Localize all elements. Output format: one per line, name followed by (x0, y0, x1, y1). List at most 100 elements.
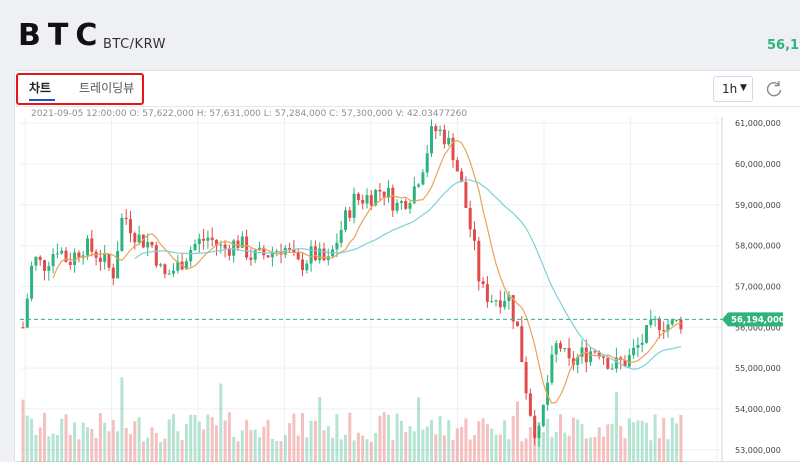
candle-body (614, 357, 618, 369)
candle-body (159, 264, 163, 266)
ohlc-close: C: 57,300,000 (329, 109, 393, 119)
candle-body (172, 270, 175, 274)
candle-body (146, 241, 150, 248)
moving-average-short (52, 139, 681, 404)
candle-body (541, 404, 545, 426)
volume-bar (554, 431, 558, 462)
volume-bar (73, 422, 77, 462)
candle-body (305, 263, 309, 271)
last-price-label: 56,194,000 (731, 315, 785, 325)
volume-bar (262, 426, 266, 462)
reset-chart-button[interactable] (761, 76, 787, 102)
interval-dropdown[interactable]: 1h ▼ (713, 76, 753, 102)
volume-bar (184, 423, 188, 462)
candle-body (184, 261, 188, 270)
candle-body (399, 201, 403, 203)
candle-body (245, 236, 249, 258)
candle-body (468, 207, 472, 230)
volume-bar (507, 439, 511, 462)
volume-bar (666, 439, 670, 462)
volume-bar (477, 421, 481, 462)
volume-bar (537, 422, 541, 462)
volume-bar (614, 391, 618, 462)
candle-body (520, 326, 524, 363)
candle-body (460, 171, 464, 183)
volume-bar (468, 439, 472, 462)
candle-body (141, 234, 145, 248)
tab-tradingview[interactable]: 트레이딩뷰 (79, 81, 135, 95)
volume-bar (559, 414, 562, 462)
caret-down-icon: ▼ (740, 83, 747, 93)
candle-body (537, 425, 541, 439)
last-price-tag (722, 312, 783, 327)
volume-bar (141, 441, 145, 462)
candle-body (163, 264, 167, 275)
candle-body (610, 368, 614, 370)
candle-body (597, 351, 601, 357)
candle-body (301, 259, 304, 271)
ohlc-time: 2021-09-05 12:00:00 (31, 109, 127, 119)
volume-bar (301, 413, 304, 462)
candle-body (369, 195, 373, 206)
candle-body (477, 240, 481, 282)
candle-body (602, 356, 605, 358)
volume-bar (391, 440, 395, 462)
volume-bar (90, 428, 94, 462)
candle-body (404, 201, 408, 209)
candle-body (679, 319, 683, 330)
candle-body (219, 244, 223, 246)
volume-bar (150, 427, 154, 462)
volume-bar (219, 383, 223, 462)
candle-body (580, 347, 584, 357)
ohlc-low: L: 57,284,000 (263, 109, 327, 119)
volume-bar (567, 435, 571, 462)
ohlc-open: O: 57,622,000 (129, 109, 194, 119)
candle-body (528, 393, 532, 416)
volume-bar (296, 435, 300, 462)
volume-bar (649, 440, 653, 462)
tab-chart[interactable]: 차트 (29, 81, 52, 95)
candle-body (442, 129, 446, 145)
volume-bar (292, 413, 296, 462)
candle-body (675, 319, 679, 321)
candle-body (434, 126, 438, 132)
volume-bar (339, 439, 343, 462)
volume-bar (408, 426, 412, 462)
volume-bar (240, 430, 244, 462)
volume-bar (116, 431, 120, 462)
volume-bar (571, 417, 575, 462)
volume-bar (249, 430, 253, 462)
y-axis-tick-label: 55,000,000 (735, 364, 781, 373)
volume-bar (675, 423, 679, 462)
volume-bar (275, 441, 279, 462)
volume-bar (81, 422, 85, 462)
volume-bar (43, 412, 46, 462)
candle-body (421, 172, 425, 185)
volume-bar (176, 431, 180, 462)
volume-bar (451, 439, 455, 462)
volume-bar (533, 421, 537, 462)
candle-body (623, 360, 627, 367)
candle-body (657, 318, 661, 331)
candle-body (124, 217, 128, 220)
candle-body (86, 238, 89, 256)
candle-body (249, 257, 253, 260)
volume-bar (584, 438, 588, 462)
volume-bar (464, 418, 468, 462)
candle-body (275, 251, 279, 253)
candle-body (103, 253, 107, 262)
candle-body (313, 246, 317, 261)
volume-bar (503, 420, 507, 462)
y-axis-tick-label: 61,000,000 (735, 119, 781, 128)
candle-body (25, 298, 29, 328)
candle-body (666, 324, 670, 331)
candle-body (387, 187, 390, 197)
volume-bar (498, 434, 502, 462)
candle-body (43, 260, 46, 271)
candle-body (455, 160, 459, 172)
candle-body (589, 351, 593, 363)
volume-bar (494, 434, 498, 462)
candle-body (232, 240, 236, 256)
candle-body (215, 239, 218, 246)
